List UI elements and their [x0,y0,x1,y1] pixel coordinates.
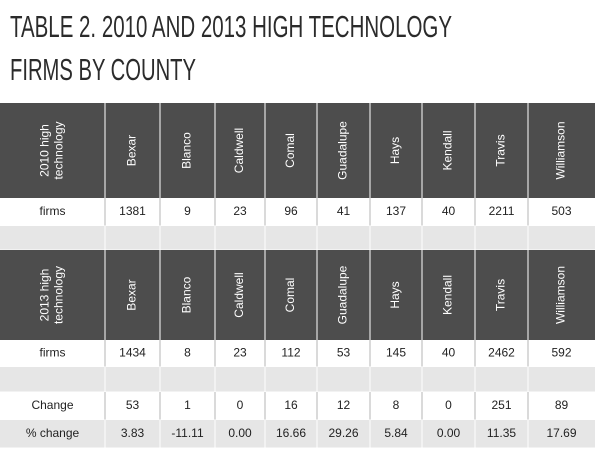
column-header: Blanco [180,132,194,169]
cell-value: 1434 [119,346,146,360]
column-header: Caldwell [232,128,246,173]
column-header: Travis [494,279,508,311]
column-header: Bexar [125,135,139,166]
column-header: Blanco [180,276,194,313]
header-line: 2013 high [38,269,52,322]
row-background [0,392,595,420]
cell-value: 53 [337,346,351,360]
column-header: Guadalupe [336,265,350,324]
cell-value: 8 [393,398,400,412]
cell-value: 1381 [119,204,146,218]
cell-value: 0.00 [228,426,252,440]
cell-value: 2462 [488,346,515,360]
row-background [0,250,595,340]
cell-value: -11.11 [171,426,204,440]
cell-value: 145 [386,346,406,360]
column-header: Hays [388,281,402,308]
cell-value: 112 [281,346,300,360]
cell-value: 3.83 [121,426,145,440]
cell-value: 16 [284,398,298,412]
column-header: Hays [388,137,402,164]
header-line: technology [52,121,66,179]
cell-value: 40 [442,346,456,360]
cell-value: 23 [233,346,247,360]
cell-value: 503 [551,204,571,218]
header-line: 2010 high [38,124,52,177]
cell-value: 17.69 [546,426,576,440]
column-header: Kendall [441,130,455,170]
column-header: Williamson [554,121,568,179]
header-line: technology [52,266,66,324]
cell-value: 137 [386,204,406,218]
row-background [0,340,595,367]
title-line: FIRMS BY COUNTY [10,52,196,87]
cell-value: 96 [284,204,298,218]
row-background [0,103,595,198]
cell-value: 592 [551,346,571,360]
cell-value: 40 [442,204,456,218]
column-header: Kendall [441,275,455,315]
cell-value: 5.84 [384,426,408,440]
column-header: Travis [494,134,508,166]
column-header: Comal [283,278,297,313]
row-label: firms [40,346,66,360]
cell-value: 251 [491,398,511,412]
cell-value: 0.00 [437,426,461,440]
column-header: Comal [283,133,297,168]
cell-value: 0 [237,398,244,412]
column-header: Caldwell [232,272,246,317]
cell-value: 89 [555,398,569,412]
column-header: Williamson [554,266,568,324]
cell-value: 1 [184,398,191,412]
cell-value: 12 [337,398,351,412]
row-background [0,226,595,250]
cell-value: 41 [337,204,351,218]
column-header: Guadalupe [336,121,350,180]
row-background [0,420,595,448]
row-background [0,367,595,392]
cell-value: 29.26 [328,426,358,440]
title-line: TABLE 2. 2010 AND 2013 HIGH TECHNOLOGY [10,9,452,44]
cell-value: 9 [184,204,191,218]
column-header: 2010 hightechnology [38,121,66,179]
row-background [0,198,595,226]
cell-value: 2211 [489,204,515,218]
row-label: firms [40,204,66,218]
row-label: % change [26,426,80,440]
column-header: Bexar [125,279,139,310]
cell-value: 8 [184,346,191,360]
cell-value: 16.66 [276,426,306,440]
cell-value: 0 [445,398,452,412]
cell-value: 11.35 [487,426,516,440]
row-label: Change [31,398,73,412]
cell-value: 53 [126,398,140,412]
cell-value: 23 [233,204,247,218]
column-header: 2013 hightechnology [38,266,66,324]
